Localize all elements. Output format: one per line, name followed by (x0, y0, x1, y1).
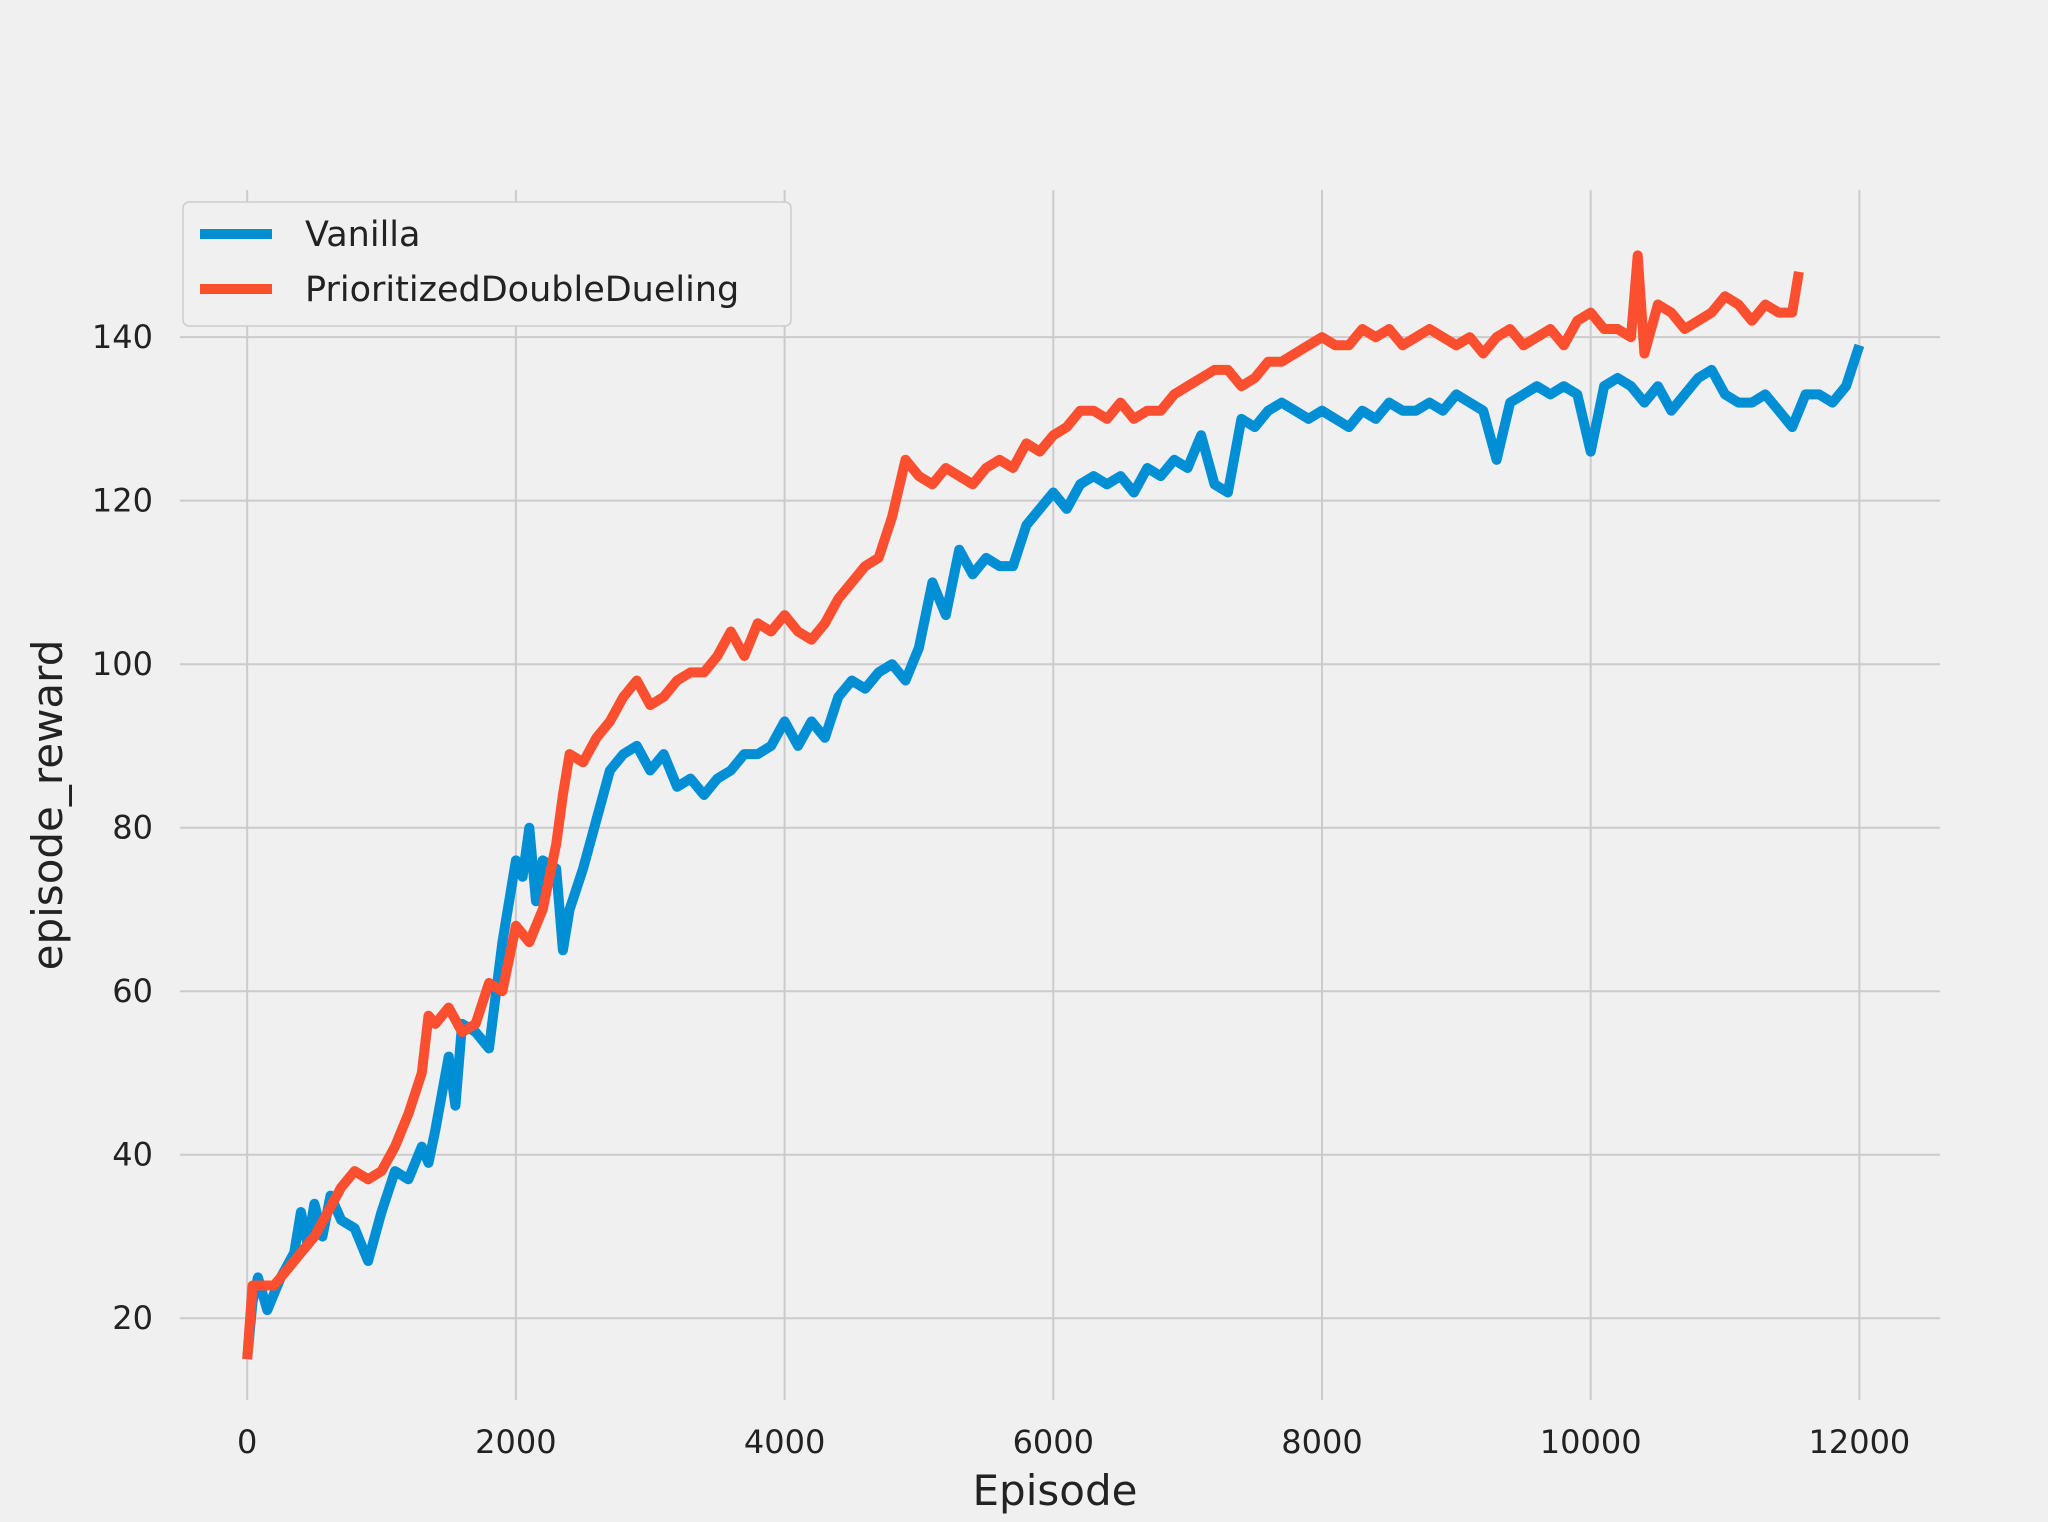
x-axis-label: Episode (973, 1466, 1138, 1515)
legend-label-prioritized-double-dueling: PrioritizedDoubleDueling (305, 270, 739, 310)
x-tick-label: 2000 (475, 1423, 556, 1461)
x-tick-label: 6000 (1013, 1423, 1094, 1461)
legend: Vanilla PrioritizedDoubleDueling (182, 201, 792, 327)
tick-labels: 0 2000 4000 6000 8000 10000 12000 20 40 60 80 100 12… (92, 318, 1910, 1461)
series-line-prioritizeddoubledueling (242, 250, 1804, 1360)
x-tick-label: 12000 (1808, 1423, 1910, 1461)
y-axis-label: episode_reward (23, 640, 72, 971)
series-line-vanilla (242, 343, 1865, 1360)
legend-box (182, 201, 792, 327)
series-layer (242, 250, 1865, 1360)
y-tick-label: 100 (92, 645, 153, 683)
y-tick-label: 80 (112, 809, 153, 847)
grid (180, 190, 1940, 1400)
legend-label-vanilla: Vanilla (305, 215, 420, 255)
y-tick-label: 40 (112, 1136, 153, 1174)
x-tick-label: 10000 (1540, 1423, 1642, 1461)
y-tick-label: 140 (92, 318, 153, 356)
x-tick-label: 0 (237, 1423, 257, 1461)
x-tick-label: 8000 (1281, 1423, 1362, 1461)
y-tick-label: 20 (112, 1299, 153, 1337)
y-tick-label: 60 (112, 972, 153, 1010)
y-tick-label: 120 (92, 482, 153, 520)
x-tick-label: 4000 (744, 1423, 825, 1461)
